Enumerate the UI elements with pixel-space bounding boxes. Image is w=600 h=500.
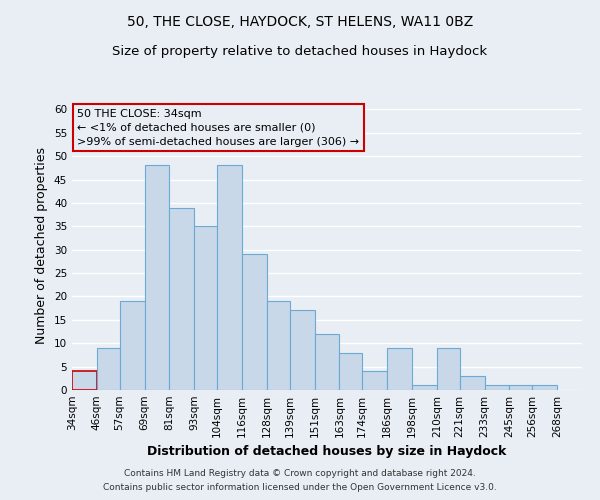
Bar bbox=[437, 348, 460, 390]
Bar bbox=[314, 334, 340, 390]
Bar bbox=[460, 376, 485, 390]
Text: Size of property relative to detached houses in Haydock: Size of property relative to detached ho… bbox=[112, 45, 488, 58]
Bar bbox=[145, 166, 169, 390]
Bar bbox=[290, 310, 314, 390]
Bar bbox=[362, 372, 387, 390]
Bar bbox=[97, 348, 119, 390]
Bar bbox=[119, 301, 145, 390]
Text: Contains HM Land Registry data © Crown copyright and database right 2024.: Contains HM Land Registry data © Crown c… bbox=[124, 468, 476, 477]
Bar bbox=[242, 254, 267, 390]
Bar bbox=[267, 301, 290, 390]
Bar bbox=[509, 386, 532, 390]
Text: Contains public sector information licensed under the Open Government Licence v3: Contains public sector information licen… bbox=[103, 484, 497, 492]
Bar bbox=[485, 386, 509, 390]
Text: 50, THE CLOSE, HAYDOCK, ST HELENS, WA11 0BZ: 50, THE CLOSE, HAYDOCK, ST HELENS, WA11 … bbox=[127, 15, 473, 29]
Bar bbox=[532, 386, 557, 390]
Text: 50 THE CLOSE: 34sqm
← <1% of detached houses are smaller (0)
>99% of semi-detach: 50 THE CLOSE: 34sqm ← <1% of detached ho… bbox=[77, 108, 359, 146]
Bar bbox=[340, 352, 362, 390]
Bar bbox=[72, 372, 97, 390]
Bar bbox=[387, 348, 412, 390]
Bar bbox=[217, 166, 242, 390]
Bar bbox=[169, 208, 194, 390]
Bar bbox=[412, 386, 437, 390]
Y-axis label: Number of detached properties: Number of detached properties bbox=[35, 146, 49, 344]
X-axis label: Distribution of detached houses by size in Haydock: Distribution of detached houses by size … bbox=[148, 446, 506, 458]
Bar bbox=[194, 226, 217, 390]
